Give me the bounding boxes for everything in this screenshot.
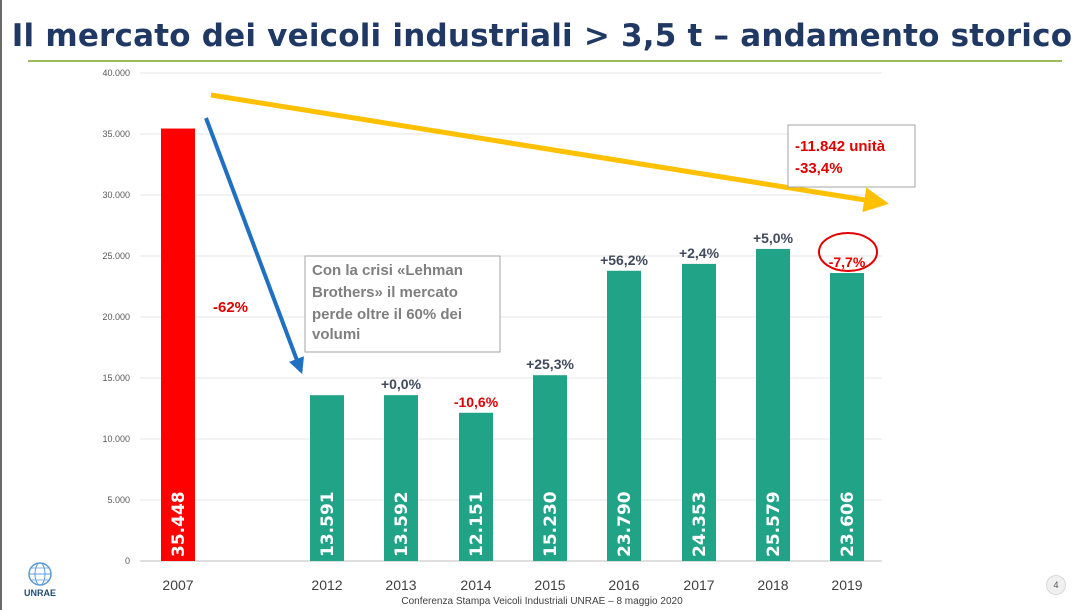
- x-tick-label: 2019: [831, 577, 862, 593]
- x-tick-label: 2018: [757, 577, 788, 593]
- bar: [756, 248, 790, 561]
- drop-arrow: [204, 117, 304, 374]
- bar: [310, 395, 344, 561]
- y-tick-label: 15.000: [102, 373, 130, 383]
- y-tick-label: 40.000: [102, 68, 130, 78]
- highlight-circle-2019: [818, 232, 878, 272]
- bar: [459, 412, 493, 561]
- x-tick-label: 2013: [385, 577, 416, 593]
- change-label: +56,2%: [600, 252, 648, 268]
- trend-note: -11.842 unità -33,4%: [795, 138, 889, 177]
- drop-percentage-label: -62%: [213, 299, 248, 316]
- y-tick-label: 5.000: [107, 495, 130, 505]
- change-label: +2,4%: [679, 245, 720, 261]
- crisis-note-box: [304, 255, 501, 353]
- title-underline: [28, 60, 1062, 62]
- logo-text: UNRAE: [24, 588, 56, 598]
- change-label: +25,3%: [526, 356, 574, 372]
- trend-note-line: -33,4%: [795, 160, 843, 177]
- y-tick-label: 25.000: [102, 251, 130, 261]
- trend-note-box: [787, 124, 916, 188]
- x-tick-label: 2015: [534, 577, 565, 593]
- change-labels: +0,0% -10,6% +25,3% +56,2% +2,4% +5,0% -7,7%: [381, 230, 866, 410]
- bar-value-label: 24.353: [690, 491, 710, 557]
- trend-arrow: [210, 92, 889, 213]
- y-axis-ticks: 0 5.000 10.000 15.000 20.000 25.000 30.000 35.0…: [102, 68, 130, 566]
- bars: 35.448 13.591 13.592 12.151 15.230 23.790 24.3…: [161, 128, 864, 561]
- bar: [384, 395, 418, 561]
- bar-value-label: 12.151: [467, 491, 487, 557]
- crisis-note: Con la crisi «Lehman Brothers» il mercat…: [312, 262, 467, 343]
- bar-value-label: 35.448: [169, 491, 189, 557]
- change-label: -7,7%: [829, 254, 866, 270]
- crisis-note-line: Con la crisi «Lehman: [312, 262, 463, 279]
- bar-value-label: 15.230: [541, 491, 561, 557]
- change-label: -10,6%: [454, 394, 499, 410]
- trend-note-line: -11.842 unità: [795, 138, 886, 155]
- bar: [830, 273, 864, 561]
- y-tick-label: 35.000: [102, 129, 130, 139]
- y-tick-label: 30.000: [102, 190, 130, 200]
- bar: [161, 128, 195, 561]
- bar-value-label: 23.606: [838, 491, 858, 557]
- bar-value-label: 13.591: [318, 491, 338, 557]
- crisis-note-line: perde oltre il 60% dei: [312, 306, 462, 323]
- bar-value-label: 13.592: [392, 491, 412, 557]
- x-axis-ticks: 2007 2012 2013 2014 2015 2016 2017 2018 2019: [162, 577, 862, 593]
- page-title: Il mercato dei veicoli industriali > 3,5…: [11, 18, 1073, 54]
- x-tick-label: 2007: [162, 577, 193, 593]
- bar-value-label: 25.579: [764, 491, 784, 557]
- change-label: +0,0%: [381, 376, 422, 392]
- crisis-note-line: Brothers» il mercato: [312, 284, 458, 301]
- y-tick-label: 0: [125, 556, 130, 566]
- x-tick-label: 2016: [608, 577, 639, 593]
- crisis-note-line: volumi: [312, 326, 360, 343]
- unrae-logo: UNRAE: [17, 560, 63, 600]
- bar: [607, 270, 641, 561]
- footer-text: Conferenza Stampa Veicoli Industriali UN…: [401, 596, 683, 607]
- change-label: +5,0%: [753, 230, 794, 246]
- x-tick-label: 2017: [683, 577, 714, 593]
- slide-left-border: [0, 0, 2, 610]
- x-tick-label: 2014: [460, 577, 491, 593]
- bar: [533, 375, 567, 561]
- bar-value-label: 23.790: [615, 491, 635, 557]
- x-tick-label: 2012: [311, 577, 342, 593]
- page-number: 4: [1046, 575, 1066, 595]
- bar: [682, 263, 716, 561]
- y-tick-label: 20.000: [102, 312, 130, 322]
- y-tick-label: 10.000: [102, 434, 130, 444]
